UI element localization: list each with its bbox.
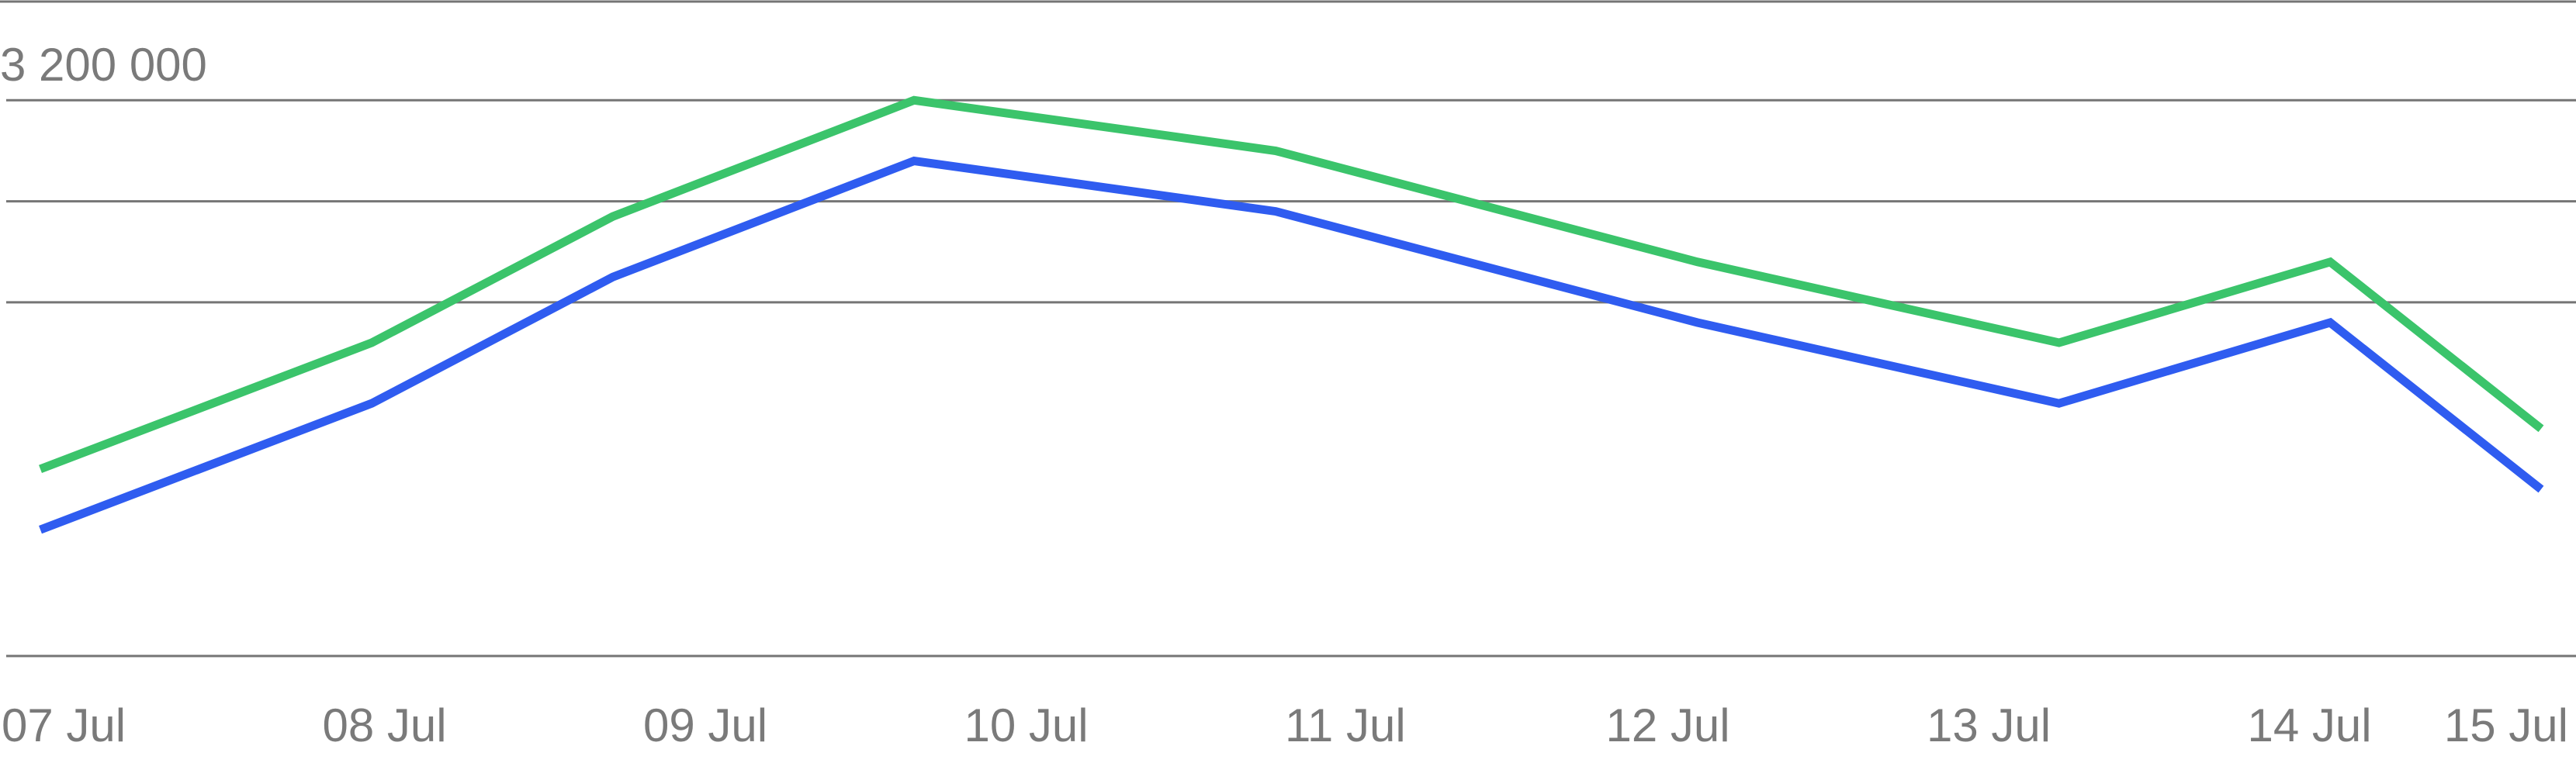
x-axis-tick-labels: 07 Jul 08 Jul 09 Jul 10 Jul 11 Jul 12 Jul 13 J… (2, 699, 2568, 751)
series-layer (39, 95, 2544, 534)
series-line-1 (39, 95, 2544, 474)
gridlines (0, 0, 2576, 304)
x-axis-tick-label: 12 Jul (1606, 699, 1730, 751)
x-axis-tick-label: 15 Jul (2444, 699, 2568, 751)
x-axis-tick-label: 11 Jul (1285, 699, 1406, 751)
series-line-2 (39, 156, 2544, 534)
x-axis-tick-label: 08 Jul (323, 699, 447, 751)
y-axis-tick-label: 3 200 000 (0, 39, 207, 91)
x-axis-tick-label: 14 Jul (2248, 699, 2372, 751)
x-axis-tick-label: 13 Jul (1927, 699, 2051, 751)
x-axis-tick-label: 10 Jul (964, 699, 1089, 751)
x-axis-tick-label: 07 Jul (2, 699, 126, 751)
x-axis-tick-label: 09 Jul (643, 699, 767, 751)
